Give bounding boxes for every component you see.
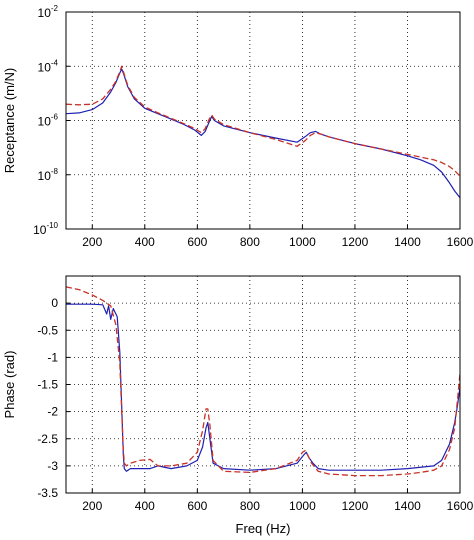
x-tick-label: 1400 xyxy=(394,499,421,513)
x-tick-label: 1600 xyxy=(447,235,474,249)
dashed-series-line xyxy=(65,286,461,477)
phase-grid xyxy=(66,276,460,493)
x-tick-label: 1000 xyxy=(289,235,316,249)
x-tick-label: 200 xyxy=(82,235,102,249)
x-tick-label: 600 xyxy=(187,499,207,513)
receptance-x-ticks: 200 400 600 800 1000 1200 1400 1600 xyxy=(82,225,474,249)
y-tick-label: 10-2 xyxy=(38,4,59,20)
y-tick-label: -3.5 xyxy=(37,486,58,500)
solid-series-line xyxy=(66,303,461,472)
y-tick-label: -3 xyxy=(47,459,58,473)
x-tick-label: 600 xyxy=(187,235,207,249)
y-tick-label: -1 xyxy=(47,350,58,364)
receptance-series xyxy=(65,65,461,199)
y-tick-label: 10-8 xyxy=(38,167,59,183)
receptance-grid xyxy=(66,12,460,229)
dashed-series-line xyxy=(65,65,461,177)
solid-series-line xyxy=(65,68,461,199)
x-tick-label: 1400 xyxy=(394,235,421,249)
receptance-chart: 200 400 600 800 1000 1200 1400 1600 10-210-410-… xyxy=(2,4,474,249)
phase-y-ticks: 0 -0.5 -1 -1.5 -2 -2.5 -3 -3.5 xyxy=(37,296,70,500)
x-tick-label: 800 xyxy=(240,235,260,249)
receptance-y-ticks: 10-2 10-4 10-6 10-8 10-10 xyxy=(33,4,70,237)
x-tick-label: 1600 xyxy=(447,499,474,513)
phase-chart: 200 400 600 800 1000 1200 1400 1600 0 -0.5 -1 -1.5… xyxy=(2,275,474,536)
x-tick-label: 800 xyxy=(240,499,260,513)
x-tick-label: 1200 xyxy=(342,499,369,513)
y-tick-label: -2.5 xyxy=(37,432,58,446)
receptance-y-axis-label: Receptance (m/N) xyxy=(2,68,17,173)
x-tick-label: 200 xyxy=(82,499,102,513)
y-tick-label: 10-6 xyxy=(38,113,59,129)
x-tick-label: 1200 xyxy=(342,235,369,249)
y-tick-label: 10-10 xyxy=(33,221,58,237)
y-tick-label: -2 xyxy=(47,405,58,419)
phase-x-axis-label: Freq (Hz) xyxy=(236,521,291,536)
phase-series xyxy=(65,286,461,477)
y-tick-label: 0 xyxy=(51,296,58,310)
phase-x-ticks: 200 400 600 800 1000 1200 1400 1600 xyxy=(82,489,474,513)
x-tick-label: 400 xyxy=(135,235,155,249)
x-tick-label: 1000 xyxy=(289,499,316,513)
y-tick-label: -1.5 xyxy=(37,378,58,392)
phase-y-axis-label: Phase (rad) xyxy=(2,351,17,419)
y-tick-label: -0.5 xyxy=(37,323,58,337)
x-tick-label: 400 xyxy=(135,499,155,513)
y-tick-label: 10-4 xyxy=(38,58,59,74)
